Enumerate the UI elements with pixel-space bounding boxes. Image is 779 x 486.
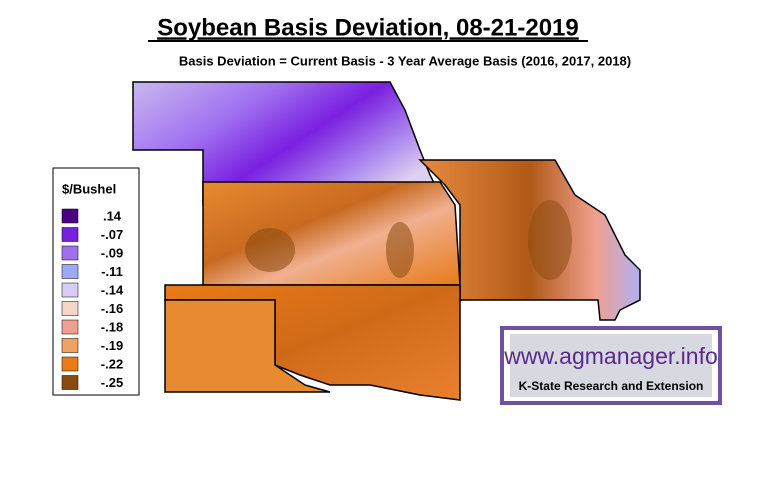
legend-label: -.09: [101, 245, 123, 260]
legend-swatch: [61, 282, 79, 298]
legend-label: -.11: [101, 264, 123, 279]
subtitle: Basis Deviation = Current Basis - 3 Year…: [179, 53, 631, 68]
legend-box: [52, 167, 140, 396]
legend-label: -.19: [101, 338, 123, 353]
legend-swatch: [61, 301, 79, 316]
legend-swatch: [61, 208, 79, 224]
legend-swatch: [61, 227, 79, 242]
legend-label: -.25: [101, 375, 123, 390]
shade: [245, 228, 295, 272]
legend-label: .14: [103, 208, 122, 223]
title: Soybean Basis Deviation, 08-21-2019: [157, 14, 579, 41]
legend-swatch: [61, 264, 79, 279]
legend-label: -.16: [101, 301, 123, 316]
shade: [386, 222, 414, 278]
logo-panel: [510, 334, 712, 397]
logo-url: www.agmanager.info: [503, 343, 718, 369]
legend-label: -.18: [101, 319, 123, 334]
legend-swatch: [61, 356, 79, 372]
legend-swatch: [61, 319, 79, 335]
legend-label: -.07: [101, 227, 123, 242]
logo-org: K-State Research and Extension: [519, 379, 704, 393]
legend-swatch: [61, 245, 79, 261]
kansas: [202, 181, 461, 286]
legend-label: -.22: [101, 356, 123, 371]
legend-title: $/Bushel: [62, 181, 116, 196]
map: [132, 81, 641, 401]
legend-label: -.14: [101, 282, 124, 297]
legend-entries: .14 -.07 -.09 -.11 -.14 -.16 -.18 -.19 -.22 -.25: [61, 208, 124, 390]
legend-swatch: [61, 375, 79, 390]
legend-swatch: [61, 338, 79, 353]
shade: [528, 200, 572, 280]
texas-panhandle: [164, 299, 331, 393]
